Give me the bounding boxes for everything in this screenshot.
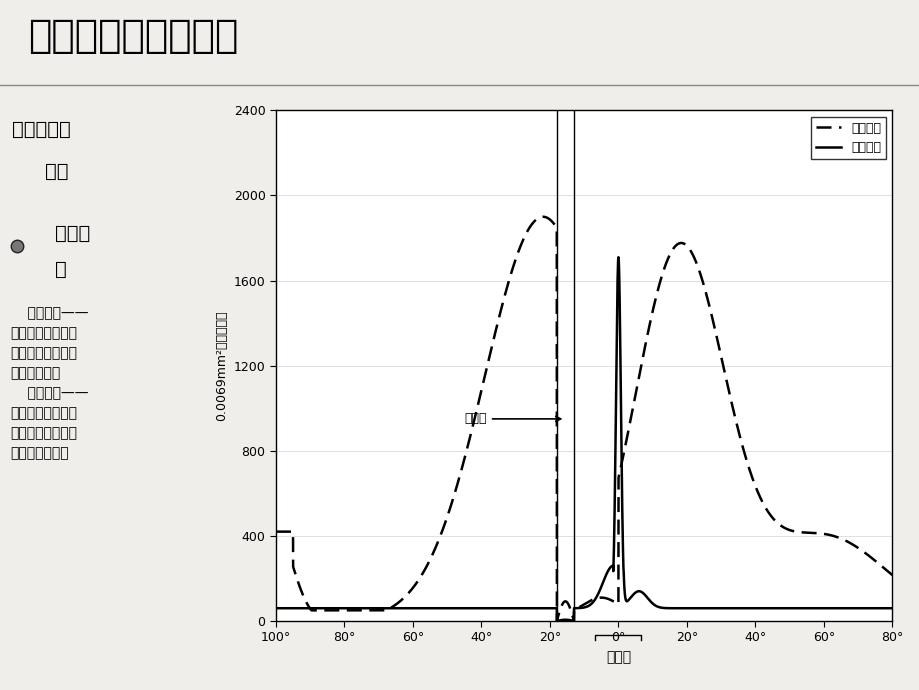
Text: 中心窝: 中心窝 [606,651,630,664]
Text: 锥状细胞——
只在明亮环境下起
作用，能区分物体
细部及颜色；
    杆状细胞——
只在黑暗环境下起
作用，不能区分物
体细部及颜色。: 锥状细胞—— 只在明亮环境下起 作用，能区分物体 细部及颜色； 杆状细胞—— 只… [10,306,88,460]
Text: 胞: 胞 [54,260,66,279]
Y-axis label: 0.0069mm²的细胞个数: 0.0069mm²的细胞个数 [215,310,228,421]
Text: 构造: 构造 [45,161,68,181]
Text: 一、眼睛的: 一、眼睛的 [13,120,71,139]
Text: 盲点区: 盲点区 [464,413,560,426]
Legend: 杆体细胞, 锥体细胞: 杆体细胞, 锥体细胞 [811,117,885,159]
Text: 感光细: 感光细 [54,224,90,244]
Text: 第一节、眼睛与视觉: 第一节、眼睛与视觉 [28,17,238,55]
